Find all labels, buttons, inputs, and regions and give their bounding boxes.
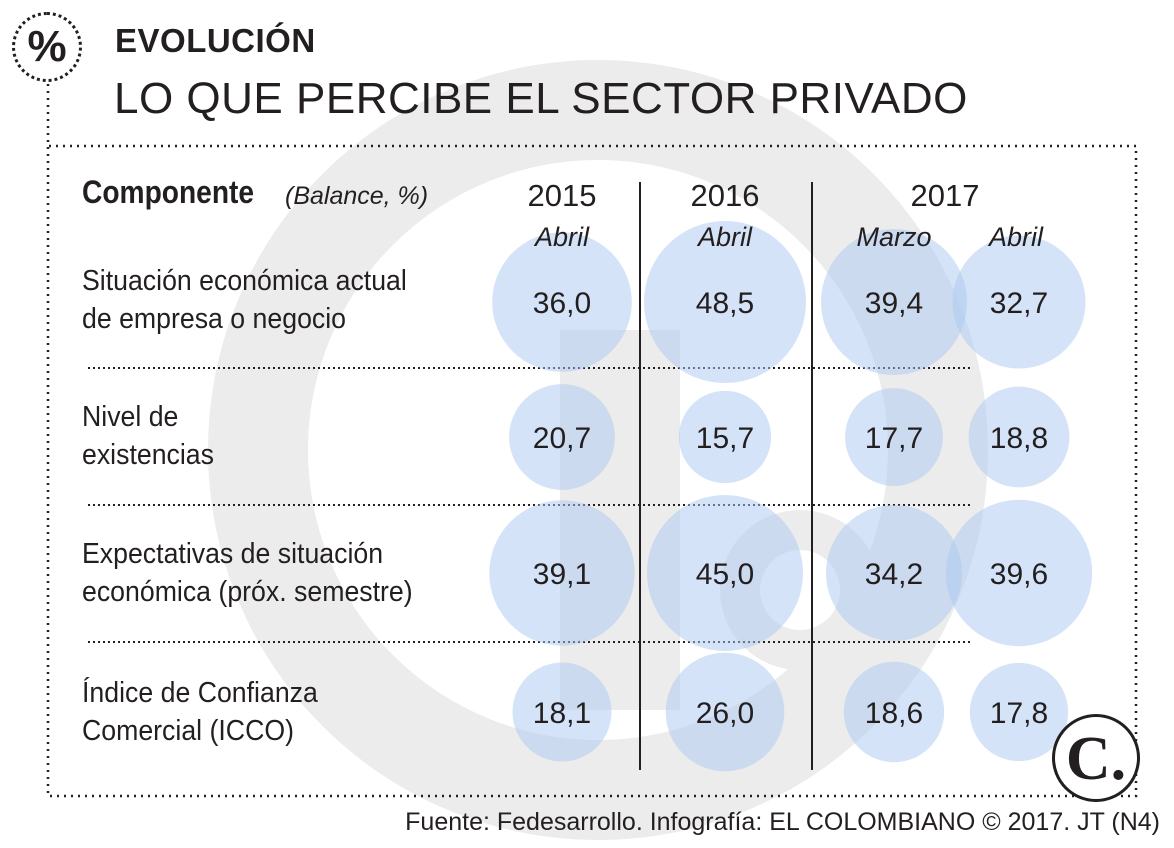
month-label: Abril (697, 222, 752, 252)
bubble (843, 661, 945, 763)
value-label: 48,5 (696, 287, 754, 320)
bubble (512, 662, 612, 762)
value-label: 18,8 (990, 422, 1048, 455)
value-label: 20,7 (533, 422, 591, 455)
value-label: 15,7 (696, 422, 754, 455)
bubble (665, 652, 785, 772)
value-label: 39,1 (533, 558, 591, 591)
row-label: Nivel de existencias (82, 398, 468, 474)
logo-letter: C. (1065, 725, 1127, 793)
value-label: 39,6 (990, 558, 1048, 591)
year-2016: 2016 (690, 178, 760, 213)
bubble (945, 499, 1093, 647)
row-label: Expectativas de situación económica (pró… (82, 535, 468, 611)
value-label: 34,2 (865, 558, 923, 591)
value-label: 36,0 (533, 287, 591, 320)
bubble (678, 390, 772, 484)
row-label-line: Expectativas de situación (82, 538, 384, 570)
bubble (969, 662, 1069, 762)
row-label-line: de empresa o negocio (82, 303, 347, 335)
header-label: Componente (82, 174, 255, 210)
row-label-line: Índice de Confianza (82, 677, 318, 709)
year-2015: 2015 (527, 178, 597, 213)
value-label: 17,8 (990, 697, 1048, 730)
bubble (845, 388, 943, 486)
value-labels: 36,0 48,5 39,4 32,7 20,7 15,7 17,7 18,8 39,1 45,0… (533, 287, 1048, 730)
kicker: EVOLUCIÓN (115, 22, 316, 59)
row-label-line: existencias (82, 439, 214, 471)
row-label-line: Nivel de (82, 401, 179, 433)
bubble (821, 229, 967, 375)
value-label: 32,7 (990, 287, 1048, 320)
el-colombiano-logo: C. (1052, 714, 1140, 802)
value-label: 26,0 (696, 697, 754, 730)
bubble (509, 384, 615, 490)
year-2017: 2017 (910, 178, 980, 213)
row-separators (88, 367, 970, 643)
bubble (647, 495, 803, 651)
bubble (826, 505, 962, 641)
bubble (644, 221, 806, 383)
month-label: Abril (988, 222, 1043, 252)
row-label-line: económica (próx. semestre) (82, 576, 413, 608)
percent-icon: % (12, 12, 82, 82)
bubble (492, 232, 632, 372)
header-sub: (Balance, %) (285, 182, 429, 210)
source-credit: Fuente: Fedesarrollo. Infografía: EL COL… (405, 808, 1160, 836)
row-label: Índice de Confianza Comercial (ICCO) (82, 674, 468, 750)
value-label: 18,1 (533, 697, 591, 730)
row-label-line: Situación económica actual (82, 265, 407, 297)
value-label: 18,6 (865, 697, 923, 730)
badge-symbol: % (27, 22, 67, 71)
row-label: Situación económica actual de empresa o … (82, 262, 468, 338)
dotted-frame (46, 84, 1138, 798)
row-label-line: Comercial (ICCO) (82, 715, 294, 747)
value-label: 39,4 (865, 287, 923, 320)
bubble (489, 500, 635, 646)
value-label: 17,7 (865, 422, 923, 455)
page-title: LO QUE PERCIBE EL SECTOR PRIVADO (114, 74, 968, 123)
bubble (968, 386, 1070, 488)
value-label: 45,0 (696, 558, 754, 591)
bubble-layer (489, 221, 1093, 772)
month-label: Abril (534, 222, 589, 252)
bubble (952, 235, 1086, 369)
month-label: Marzo (856, 222, 932, 252)
